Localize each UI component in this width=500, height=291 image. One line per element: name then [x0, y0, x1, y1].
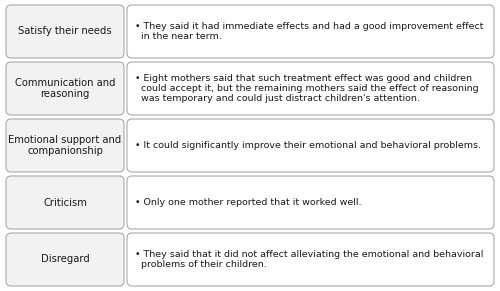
Text: • They said it had immediate effects and had a good improvement effect
  in the : • They said it had immediate effects and… — [135, 22, 484, 41]
Text: Disregard: Disregard — [40, 255, 90, 265]
FancyBboxPatch shape — [6, 5, 124, 58]
Text: • They said that it did not affect alleviating the emotional and behavioral
  pr: • They said that it did not affect allev… — [135, 250, 484, 269]
Text: • Eight mothers said that such treatment effect was good and children
  could ac: • Eight mothers said that such treatment… — [135, 74, 478, 103]
FancyBboxPatch shape — [6, 176, 124, 229]
FancyBboxPatch shape — [6, 233, 124, 286]
FancyBboxPatch shape — [6, 62, 124, 115]
FancyBboxPatch shape — [127, 62, 494, 115]
FancyBboxPatch shape — [127, 119, 494, 172]
Text: Criticism: Criticism — [43, 198, 87, 207]
FancyBboxPatch shape — [127, 176, 494, 229]
Text: Satisfy their needs: Satisfy their needs — [18, 26, 112, 36]
FancyBboxPatch shape — [127, 233, 494, 286]
FancyBboxPatch shape — [127, 5, 494, 58]
FancyBboxPatch shape — [6, 119, 124, 172]
Text: • Only one mother reported that it worked well.: • Only one mother reported that it worke… — [135, 198, 362, 207]
Text: Emotional support and
companionship: Emotional support and companionship — [8, 135, 121, 156]
Text: • It could significantly improve their emotional and behavioral problems.: • It could significantly improve their e… — [135, 141, 481, 150]
Text: Communication and
reasoning: Communication and reasoning — [15, 78, 115, 99]
